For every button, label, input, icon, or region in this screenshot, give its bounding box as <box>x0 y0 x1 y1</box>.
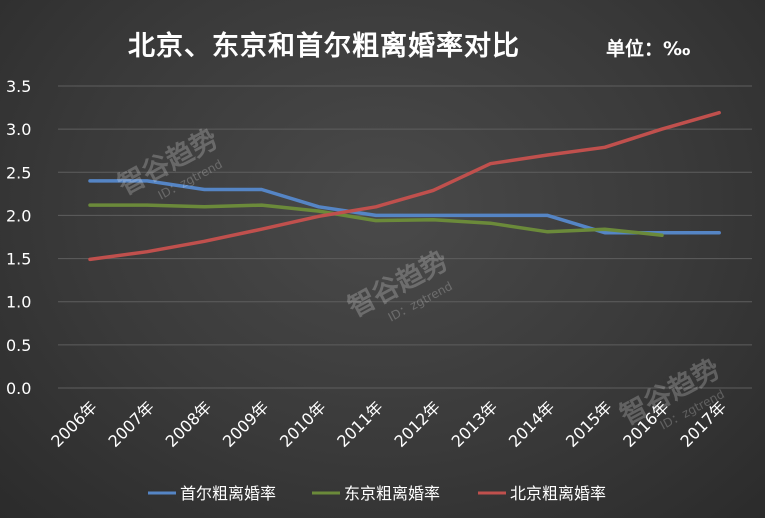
legend-label: 东京粗离婚率 <box>344 484 440 503</box>
series-lines <box>88 110 721 262</box>
x-tick-label: 2006年 <box>47 397 101 451</box>
x-tick-label: 2010年 <box>276 397 330 451</box>
x-tick-label: 2015年 <box>562 397 616 451</box>
y-axis-tick-labels: 0.0 0.5 1.0 1.5 2.0 2.5 3.0 3.5 <box>6 77 31 398</box>
y-tick-label: 1.0 <box>6 293 31 312</box>
x-tick-label: 2014年 <box>505 397 559 451</box>
x-tick-label: 2007年 <box>104 397 158 451</box>
series-line-北京 <box>88 110 721 262</box>
y-tick-label: 1.5 <box>6 250 31 269</box>
gridlines <box>58 85 752 389</box>
legend-label: 北京粗离婚率 <box>510 484 606 503</box>
unit-label: 单位：‰ <box>606 38 691 60</box>
y-tick-label: 2.5 <box>6 163 31 182</box>
x-tick-label: 2008年 <box>162 397 216 451</box>
y-tick-label: 3.0 <box>6 120 31 139</box>
x-tick-label: 2013年 <box>448 397 502 451</box>
y-tick-label: 3.5 <box>6 77 31 96</box>
series-line-首尔 <box>88 179 721 235</box>
x-tick-label: 2011年 <box>333 397 387 451</box>
y-tick-label: 0.5 <box>6 336 31 355</box>
legend: 首尔粗离婚率 东京粗离婚率 北京粗离婚率 <box>148 484 606 503</box>
series-line-东京 <box>88 203 664 238</box>
chart-title: 北京、东京和首尔粗离婚率对比 <box>128 31 520 62</box>
y-tick-label: 2.0 <box>6 206 31 225</box>
x-tick-label: 2012年 <box>390 397 444 451</box>
y-tick-label: 0.0 <box>6 379 31 398</box>
x-tick-label: 2009年 <box>219 397 273 451</box>
legend-label: 首尔粗离婚率 <box>180 484 276 503</box>
